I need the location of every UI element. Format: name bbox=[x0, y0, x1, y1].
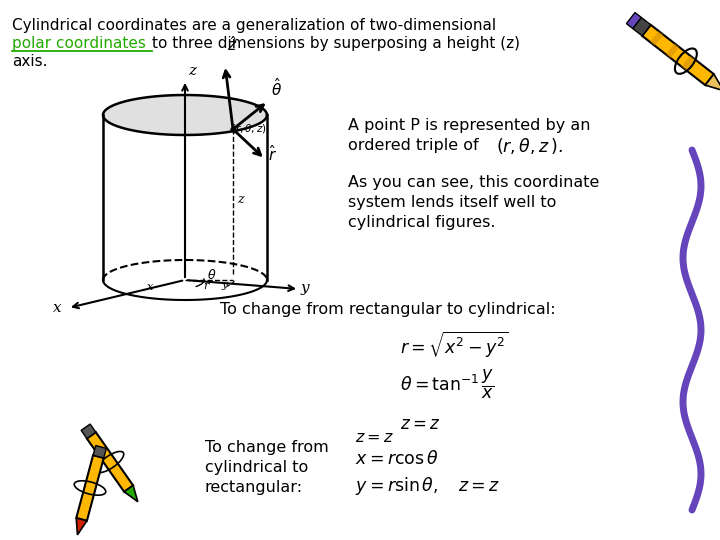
Text: $\hat{z}$: $\hat{z}$ bbox=[227, 35, 238, 54]
Text: rectangular:: rectangular: bbox=[205, 480, 303, 495]
Text: to three dimensions by superposing a height (z): to three dimensions by superposing a hei… bbox=[152, 36, 520, 51]
Text: ordered triple of: ordered triple of bbox=[348, 138, 484, 153]
Text: To change from rectangular to cylindrical:: To change from rectangular to cylindrica… bbox=[220, 302, 556, 317]
Text: $(r, \theta, z)$: $(r, \theta, z)$ bbox=[231, 122, 267, 134]
Text: x: x bbox=[147, 282, 153, 292]
Text: $y = r\sin\theta, \quad z = z$: $y = r\sin\theta, \quad z = z$ bbox=[355, 475, 500, 497]
Polygon shape bbox=[650, 31, 663, 46]
Polygon shape bbox=[103, 95, 267, 300]
Text: $(r,\theta,z\,)$.: $(r,\theta,z\,)$. bbox=[496, 136, 563, 156]
Text: z: z bbox=[188, 64, 196, 78]
Polygon shape bbox=[642, 25, 714, 85]
Text: x: x bbox=[53, 301, 62, 315]
Text: y: y bbox=[221, 280, 228, 290]
Text: polar coordinates: polar coordinates bbox=[12, 36, 150, 51]
Text: A point P is represented by an: A point P is represented by an bbox=[348, 118, 590, 133]
Polygon shape bbox=[76, 455, 104, 521]
Polygon shape bbox=[633, 17, 651, 36]
Polygon shape bbox=[124, 485, 138, 502]
Text: $z = z$: $z = z$ bbox=[355, 430, 394, 445]
Text: $z = z$: $z = z$ bbox=[400, 415, 440, 433]
Polygon shape bbox=[705, 74, 720, 91]
Polygon shape bbox=[682, 56, 695, 70]
Text: axis.: axis. bbox=[12, 54, 48, 69]
Text: cylindrical figures.: cylindrical figures. bbox=[348, 215, 495, 230]
Polygon shape bbox=[626, 12, 642, 29]
Text: As you can see, this coordinate: As you can see, this coordinate bbox=[348, 175, 599, 190]
Text: z: z bbox=[237, 193, 243, 206]
Polygon shape bbox=[87, 432, 133, 492]
Text: $r = \sqrt{x^2 - y^2}$: $r = \sqrt{x^2 - y^2}$ bbox=[400, 330, 509, 360]
Text: r: r bbox=[203, 281, 208, 291]
Polygon shape bbox=[666, 43, 679, 58]
Text: $x = r\cos\theta$: $x = r\cos\theta$ bbox=[355, 450, 438, 468]
Text: $\theta = \tan^{-1}\dfrac{y}{x}$: $\theta = \tan^{-1}\dfrac{y}{x}$ bbox=[400, 368, 495, 401]
Text: cylindrical to: cylindrical to bbox=[205, 460, 308, 475]
Text: system lends itself well to: system lends itself well to bbox=[348, 195, 557, 210]
Text: To change from: To change from bbox=[205, 440, 329, 455]
Text: Cylindrical coordinates are a generalization of two-dimensional: Cylindrical coordinates are a generaliza… bbox=[12, 18, 496, 33]
Polygon shape bbox=[76, 518, 87, 535]
Polygon shape bbox=[81, 424, 96, 438]
Polygon shape bbox=[93, 446, 107, 458]
Text: y: y bbox=[301, 281, 310, 295]
Text: $\theta$: $\theta$ bbox=[207, 268, 217, 282]
Text: $\hat{\theta}$: $\hat{\theta}$ bbox=[271, 77, 282, 99]
Polygon shape bbox=[103, 95, 267, 135]
Text: $\hat{r}$: $\hat{r}$ bbox=[268, 144, 277, 164]
